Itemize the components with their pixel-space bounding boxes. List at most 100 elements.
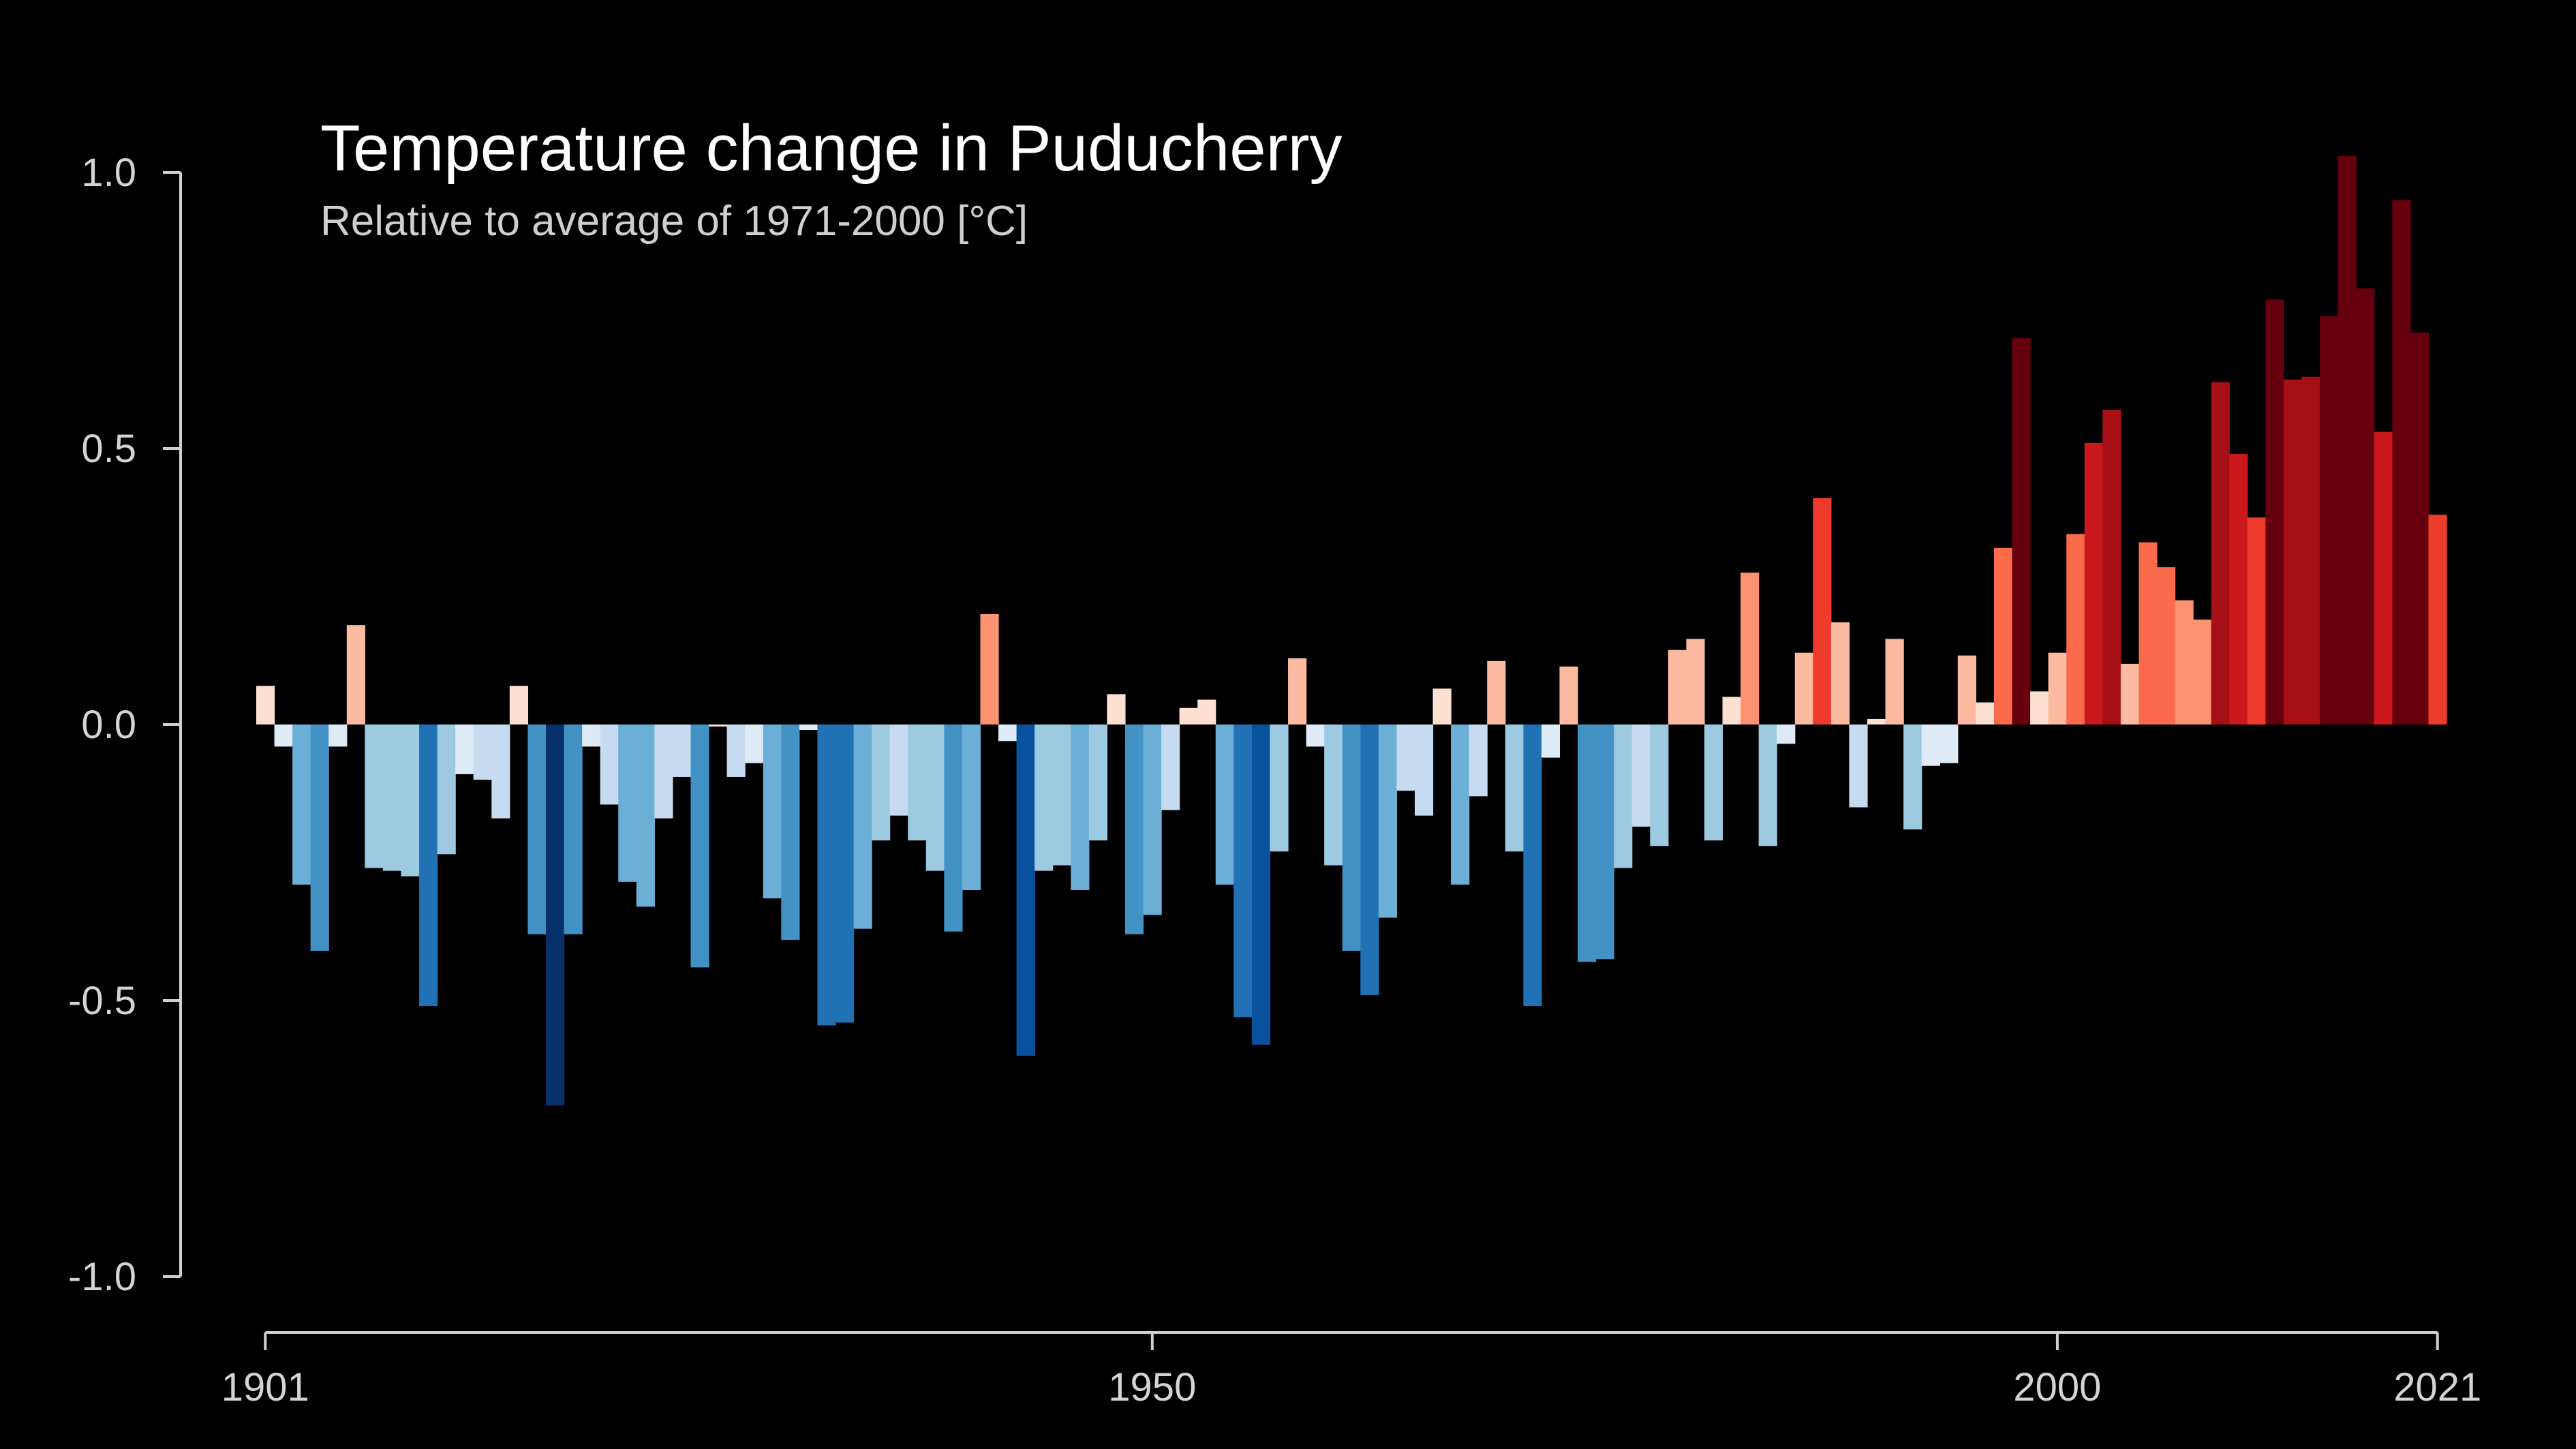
- bar-2011: [2247, 517, 2266, 724]
- bar-1959: [1306, 724, 1325, 747]
- bar-1927: [726, 724, 746, 777]
- x-tick-label: 2021: [2393, 1365, 2481, 1409]
- bar-2008: [2193, 620, 2212, 724]
- bar-1904: [310, 724, 329, 951]
- bar-1933: [835, 724, 855, 1023]
- bar-2012: [2265, 299, 2284, 724]
- bar-2018: [2374, 431, 2393, 724]
- bar-1980: [1686, 639, 1705, 724]
- bar-1924: [672, 724, 692, 777]
- bar-1921: [618, 724, 637, 882]
- bar-1919: [582, 724, 601, 747]
- bar-1936: [889, 724, 908, 816]
- bar-2004: [2120, 663, 2140, 724]
- bar-2016: [2337, 155, 2357, 724]
- bar-1954: [1215, 724, 1234, 885]
- bar-1910: [419, 724, 438, 1007]
- bar-1990: [1867, 718, 1886, 724]
- bar-1938: [925, 724, 945, 871]
- bar-series: [256, 155, 2447, 1105]
- y-axis: 1.0 0.5 0.0 -0.5 -1.0: [68, 151, 182, 1299]
- bar-2010: [2229, 454, 2248, 724]
- bar-1922: [636, 724, 655, 907]
- bar-1901: [256, 686, 275, 724]
- bar-1995: [1957, 655, 1976, 724]
- bar-1926: [709, 724, 728, 727]
- bar-2014: [2301, 376, 2320, 724]
- bar-1930: [781, 724, 800, 940]
- x-tick-label: 2000: [2013, 1365, 2101, 1409]
- bar-1992: [1903, 724, 1922, 829]
- bar-2021: [2428, 515, 2447, 724]
- bar-1986: [1794, 652, 1813, 724]
- bar-1917: [545, 724, 565, 1105]
- bar-1961: [1342, 724, 1361, 951]
- bar-1966: [1432, 688, 1452, 724]
- bar-1965: [1414, 724, 1434, 816]
- bar-2007: [2175, 600, 2194, 724]
- bar-1956: [1251, 724, 1271, 1045]
- bar-1962: [1360, 724, 1379, 995]
- bar-1974: [1578, 724, 1597, 962]
- bar-1955: [1233, 724, 1253, 1018]
- y-tick-label: -0.5: [68, 979, 136, 1023]
- bar-2019: [2392, 200, 2411, 724]
- bar-1946: [1071, 724, 1090, 890]
- bar-1939: [944, 724, 963, 932]
- bar-1988: [1830, 622, 1850, 724]
- bar-1906: [346, 625, 365, 724]
- bar-1963: [1378, 724, 1397, 918]
- bar-1984: [1758, 724, 1777, 846]
- bar-1928: [745, 724, 764, 763]
- bar-1971: [1523, 724, 1542, 1007]
- bar-1903: [292, 724, 311, 885]
- bar-1991: [1885, 639, 1904, 724]
- bar-1949: [1124, 724, 1144, 934]
- bar-2017: [2356, 288, 2375, 725]
- bar-1997: [1993, 547, 2013, 724]
- bar-1950: [1143, 724, 1162, 915]
- bar-1902: [274, 724, 293, 747]
- bar-2013: [2283, 379, 2303, 724]
- bar-2009: [2211, 382, 2230, 724]
- y-tick-label: 1.0: [81, 151, 136, 195]
- bar-1977: [1631, 724, 1651, 827]
- bar-1915: [509, 686, 529, 724]
- bar-1914: [491, 724, 510, 819]
- x-axis: 1901 1950 2000 2021: [221, 1331, 2481, 1409]
- bar-1969: [1487, 660, 1506, 724]
- bar-1942: [998, 724, 1017, 742]
- bar-1989: [1849, 724, 1868, 808]
- bar-1983: [1741, 573, 1760, 724]
- bar-1979: [1668, 650, 1687, 724]
- bar-1940: [962, 724, 981, 890]
- bar-1948: [1107, 694, 1126, 724]
- bar-1999: [2030, 691, 2049, 724]
- bar-1916: [527, 724, 547, 934]
- bar-1945: [1052, 724, 1071, 866]
- bar-1953: [1197, 699, 1216, 724]
- bar-1972: [1541, 724, 1561, 758]
- bar-1912: [455, 724, 474, 774]
- y-tick-label: 0.5: [81, 427, 136, 471]
- bar-2015: [2320, 316, 2339, 725]
- bar-1960: [1324, 724, 1343, 866]
- bar-1931: [799, 724, 818, 731]
- bar-1935: [872, 724, 891, 841]
- bar-1968: [1469, 724, 1488, 797]
- bar-1943: [1016, 724, 1035, 1056]
- bar-2005: [2138, 542, 2158, 724]
- bar-1958: [1288, 658, 1307, 724]
- x-tick-label: 1950: [1108, 1365, 1196, 1409]
- bar-1907: [365, 724, 384, 868]
- bar-1967: [1451, 724, 1470, 885]
- bar-1932: [817, 724, 836, 1026]
- bar-1920: [600, 724, 619, 805]
- bar-1934: [853, 724, 872, 929]
- bar-1978: [1650, 724, 1669, 846]
- bar-1913: [473, 724, 492, 780]
- bar-2001: [2066, 534, 2085, 724]
- bar-1951: [1161, 724, 1180, 810]
- bar-1918: [564, 724, 583, 934]
